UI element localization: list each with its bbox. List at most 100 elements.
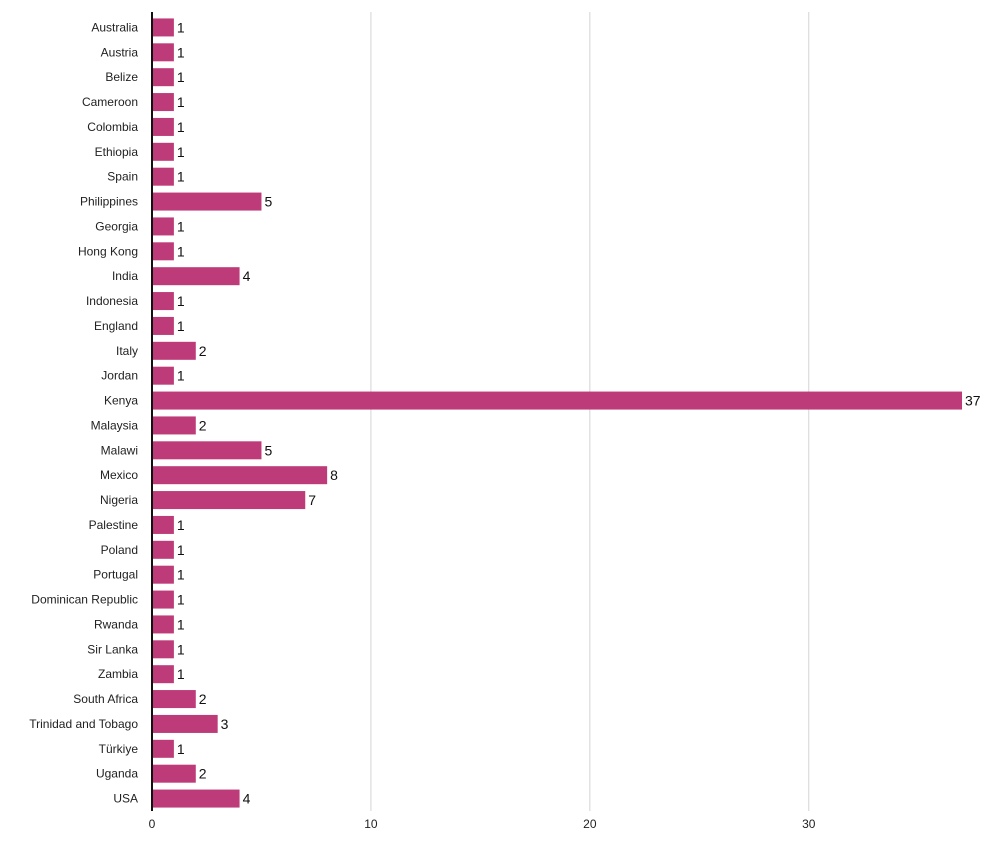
bar — [152, 68, 174, 87]
category-label: Jordan — [101, 369, 138, 383]
bar-value-label: 1 — [177, 218, 185, 234]
category-label: Indonesia — [86, 294, 138, 308]
bar-value-label: 1 — [177, 144, 185, 160]
bar — [152, 217, 174, 236]
bar-value-label: 1 — [177, 542, 185, 558]
category-label: Malaysia — [91, 418, 139, 432]
category-label: Mexico — [100, 468, 138, 482]
bar — [152, 416, 196, 435]
bar — [152, 690, 196, 709]
bar-value-label: 3 — [221, 716, 229, 732]
bar — [152, 491, 306, 510]
bar-value-label: 1 — [177, 318, 185, 334]
bar — [152, 391, 962, 410]
category-label: Uganda — [96, 767, 138, 781]
bar-value-label: 2 — [199, 691, 207, 707]
category-label: Italy — [116, 344, 138, 358]
category-label: Ethiopia — [95, 145, 139, 159]
category-label: England — [94, 319, 138, 333]
bar-value-label: 37 — [965, 393, 981, 409]
x-axis-ticks: 0 10 20 30 — [149, 817, 816, 831]
bar — [152, 640, 174, 659]
bar — [152, 615, 174, 634]
x-tick-label: 0 — [149, 817, 156, 831]
bar-value-label: 5 — [264, 442, 272, 458]
bar — [152, 192, 262, 211]
bar-value-label: 1 — [177, 666, 185, 682]
category-label: Philippines — [80, 195, 138, 209]
bar-value-label: 1 — [177, 517, 185, 533]
gridlines — [370, 12, 810, 811]
bar — [152, 117, 174, 136]
bar-value-label: 2 — [199, 417, 207, 433]
bar-value-label: 1 — [177, 19, 185, 35]
bar — [152, 316, 174, 335]
bar — [152, 540, 174, 559]
category-label: Poland — [101, 543, 138, 557]
category-label: Palestine — [89, 518, 139, 532]
category-label: Sir Lanka — [87, 642, 138, 656]
category-label: USA — [113, 792, 138, 806]
category-label: Dominican Republic — [31, 593, 138, 607]
bar — [152, 515, 174, 534]
category-label: Türkiye — [99, 742, 139, 756]
bar — [152, 242, 174, 261]
bar-value-label: 1 — [177, 741, 185, 757]
category-label: Austria — [101, 45, 139, 59]
bar-value-label: 1 — [177, 567, 185, 583]
bar — [152, 93, 174, 112]
bar-value-label: 1 — [177, 641, 185, 657]
bar-value-label: 1 — [177, 592, 185, 608]
bar — [152, 590, 174, 609]
bar-value-label: 7 — [308, 492, 316, 508]
bar — [152, 714, 218, 733]
category-label: Kenya — [104, 394, 138, 408]
category-label: Malawi — [101, 443, 138, 457]
category-label: Australia — [91, 20, 138, 34]
bar — [152, 142, 174, 161]
bar-value-label: 5 — [264, 194, 272, 210]
bar — [152, 789, 240, 808]
category-label: Belize — [105, 70, 138, 84]
category-label: Hong Kong — [78, 244, 138, 258]
bar-value-label: 8 — [330, 467, 338, 483]
bar-value-label: 1 — [177, 368, 185, 384]
bar-value-label: 1 — [177, 616, 185, 632]
bar-value-label: 1 — [177, 243, 185, 259]
bar-value-label: 1 — [177, 94, 185, 110]
x-tick-label: 20 — [583, 817, 597, 831]
category-label: Portugal — [93, 568, 138, 582]
bar-value-label: 1 — [177, 44, 185, 60]
x-tick-label: 10 — [364, 817, 378, 831]
bar — [152, 366, 174, 385]
category-label: Colombia — [87, 120, 138, 134]
category-label: South Africa — [73, 692, 138, 706]
bar — [152, 764, 196, 783]
bar-value-label: 1 — [177, 293, 185, 309]
bar-value-label: 1 — [177, 169, 185, 185]
category-label: Trinidad and Tobago — [29, 717, 138, 731]
bar — [152, 292, 174, 311]
bar — [152, 18, 174, 37]
bar — [152, 466, 328, 485]
bar-value-label: 2 — [199, 343, 207, 359]
bars — [152, 18, 962, 808]
category-label: Georgia — [95, 219, 138, 233]
bar-value-label: 2 — [199, 766, 207, 782]
category-label: Nigeria — [100, 493, 138, 507]
bar — [152, 565, 174, 584]
x-tick-label: 30 — [802, 817, 816, 831]
bar — [152, 167, 174, 186]
category-label: Rwanda — [94, 617, 138, 631]
category-label: Cameroon — [82, 95, 138, 109]
bar — [152, 441, 262, 460]
category-label: Zambia — [98, 667, 138, 681]
category-label: Spain — [107, 170, 138, 184]
category-label: India — [112, 269, 138, 283]
bar — [152, 43, 174, 62]
bar-value-label: 1 — [177, 69, 185, 85]
category-labels: Australia Austria Belize Cameroon Colombia Et… — [29, 20, 138, 805]
